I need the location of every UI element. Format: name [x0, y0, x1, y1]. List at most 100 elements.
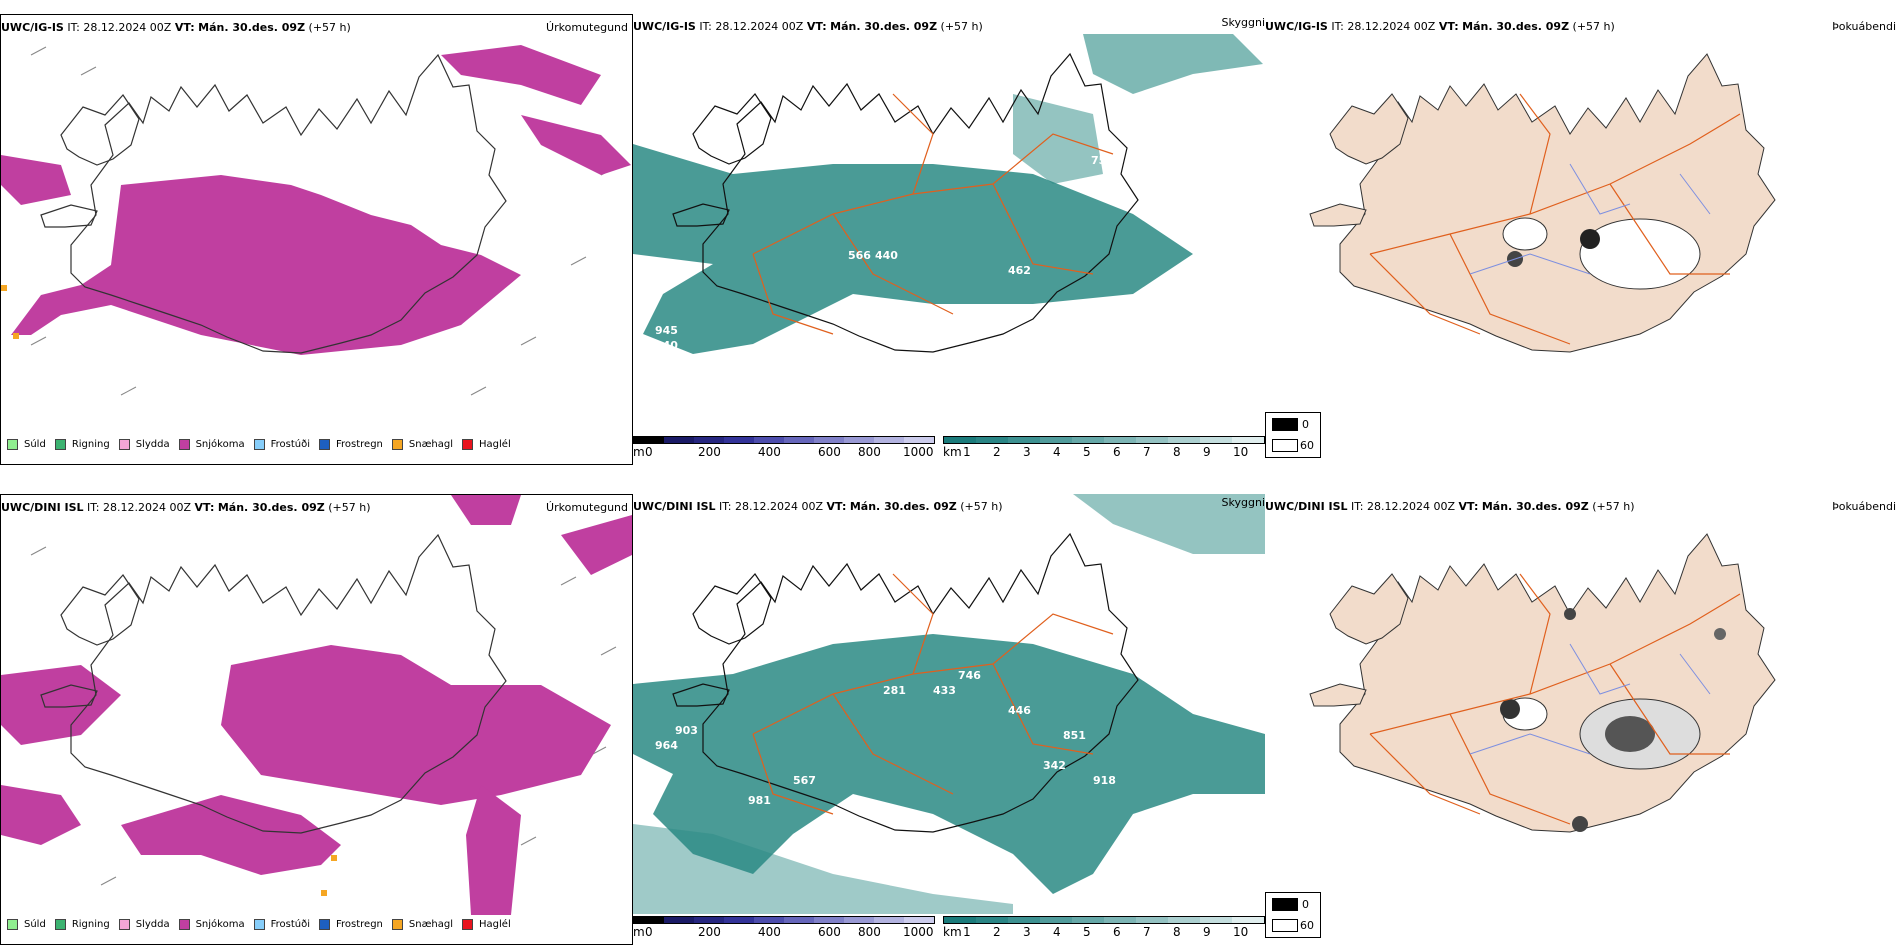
cloud-base-tick: 1000	[903, 445, 934, 459]
visibility-tick: 6	[1113, 925, 1121, 939]
legend-swatch	[54, 439, 66, 450]
precip-type-legend: Súld Rigning Slydda Snjókoma Frostúði Fr…	[7, 919, 520, 930]
cloud-base-label: 567	[793, 774, 816, 787]
fog-panel-row1: UWC/IG-IS IT: 28.12.2024 00Z VT: Mán. 30…	[1265, 14, 1900, 465]
fog-legend: 0 60	[1265, 892, 1321, 938]
visibility-tick: 7	[1143, 445, 1151, 459]
legend-swatch	[319, 439, 330, 450]
cloud-base-label: 981	[748, 794, 771, 807]
cloud-base-label: 964	[655, 739, 678, 752]
legend-swatch	[178, 439, 190, 450]
visibility-map: 903 964 815 746 433 446 281 851 342 918 …	[633, 494, 1265, 914]
panel-title: UWC/IG-IS IT: 28.12.2024 00Z VT: Mán. 30…	[1265, 20, 1615, 33]
fog-legend: 0 60	[1265, 412, 1321, 458]
cloud-base-tick: 0	[645, 925, 653, 939]
legend-swatch	[253, 439, 265, 450]
cloud-base-label: 342	[1043, 759, 1066, 772]
cloud-base-colorbar	[633, 916, 935, 924]
visibility-unit: km	[943, 445, 962, 459]
visibility-tick: 9	[1203, 925, 1211, 939]
visibility-tick: 3	[1023, 925, 1031, 939]
legend-swatch	[319, 919, 330, 930]
parameter-title: Þokuábendi	[1832, 20, 1896, 33]
legend-swatch	[178, 919, 190, 930]
legend-item: Frostúði	[253, 919, 310, 930]
cloud-base-unit: m	[633, 925, 645, 939]
cloud-base-label: 746	[958, 669, 981, 682]
cloud-base-label: 281	[883, 684, 906, 697]
visibility-tick: 2	[993, 925, 1001, 939]
cloud-base-tick: 200	[698, 925, 721, 939]
visibility-tick: 5	[1083, 925, 1091, 939]
legend-swatch	[462, 439, 474, 450]
legend-item: Frostregn	[319, 919, 383, 930]
cloud-base-label: 440	[875, 249, 898, 262]
precip-type-map	[1, 495, 632, 915]
legend-item: Haglél	[462, 439, 511, 450]
cloud-base-label: 815	[958, 624, 981, 637]
visibility-colorbar	[943, 916, 1265, 924]
visibility-panel-row2: 903 964 815 746 433 446 281 851 342 918 …	[633, 494, 1265, 945]
visibility-tick: 7	[1143, 925, 1151, 939]
visibility-tick: 8	[1173, 445, 1181, 459]
visibility-panel-row1: 803 945 840 566 440 462 752 UWC/IG-IS IT…	[633, 14, 1265, 465]
fog-map	[1309, 533, 1776, 833]
precip-type-map	[1, 45, 631, 396]
legend-swatch	[7, 439, 18, 450]
legend-item: Slydda	[118, 439, 170, 450]
visibility-tick: 1	[963, 925, 971, 939]
legend-swatch	[7, 919, 18, 930]
cloud-base-tick: 1000	[903, 925, 934, 939]
cloud-base-label: 945	[655, 324, 678, 337]
cloud-base-label: 446	[1008, 704, 1031, 717]
cloud-base-tick: 0	[645, 445, 653, 459]
cloud-base-tick: 600	[818, 925, 841, 939]
parameter-title: Skyggni	[1221, 496, 1265, 509]
visibility-tick: 2	[993, 445, 1001, 459]
fog-legend-swatch-60	[1272, 919, 1298, 932]
legend-swatch	[118, 439, 130, 450]
legend-swatch	[54, 919, 66, 930]
fog-legend-swatch-0	[1272, 418, 1298, 431]
panel-title: UWC/IG-IS IT: 28.12.2024 00Z VT: Mán. 30…	[1, 21, 351, 34]
parameter-title: Skyggni	[1221, 16, 1265, 29]
legend-item: Rigning	[54, 919, 110, 930]
fog-legend-label: 0	[1302, 418, 1309, 431]
cloud-base-tick: 200	[698, 445, 721, 459]
visibility-tick: 1	[963, 445, 971, 459]
visibility-tick: 9	[1203, 445, 1211, 459]
legend-item: Haglél	[462, 919, 511, 930]
cloud-base-unit: m	[633, 445, 645, 459]
cloud-base-label: 903	[675, 724, 698, 737]
fog-map	[1309, 53, 1776, 353]
cloud-base-tick: 400	[758, 925, 781, 939]
parameter-title: Úrkomutegund	[546, 501, 628, 514]
visibility-tick: 8	[1173, 925, 1181, 939]
parameter-title: Þokuábendi	[1832, 500, 1896, 513]
fog-panel-row2: UWC/DINI ISL IT: 28.12.2024 00Z VT: Mán.…	[1265, 494, 1900, 945]
cloud-base-label: 803	[655, 259, 678, 272]
legend-item: Frostúði	[253, 439, 310, 450]
legend-item: Snæhagl	[391, 919, 453, 930]
panel-title: UWC/DINI ISL IT: 28.12.2024 00Z VT: Mán.…	[1, 501, 371, 514]
legend-swatch	[391, 919, 403, 930]
parameter-title: Úrkomutegund	[546, 21, 628, 34]
legend-item: Súld	[7, 439, 46, 450]
fog-legend-swatch-60	[1272, 439, 1298, 452]
visibility-colorbar	[943, 436, 1265, 444]
cloud-base-label: 752	[1091, 154, 1114, 167]
visibility-map: 803 945 840 566 440 462 752	[633, 34, 1263, 354]
colorbars: m 0 200 400 600 800 1000 km 1 2 3 4 5 6 …	[633, 436, 1265, 466]
cloud-base-label: 918	[1093, 774, 1116, 787]
legend-item: Rigning	[54, 439, 110, 450]
legend-item: Súld	[7, 919, 46, 930]
legend-item: Snjókoma	[178, 439, 245, 450]
fog-legend-label: 0	[1302, 898, 1309, 911]
cloud-base-label: 948	[948, 834, 971, 847]
legend-item: Snæhagl	[391, 439, 453, 450]
legend-item: Slydda	[118, 919, 170, 930]
legend-swatch	[462, 919, 474, 930]
legend-item: Snjókoma	[178, 919, 245, 930]
visibility-tick: 4	[1053, 925, 1061, 939]
cloud-base-tick: 800	[858, 925, 881, 939]
